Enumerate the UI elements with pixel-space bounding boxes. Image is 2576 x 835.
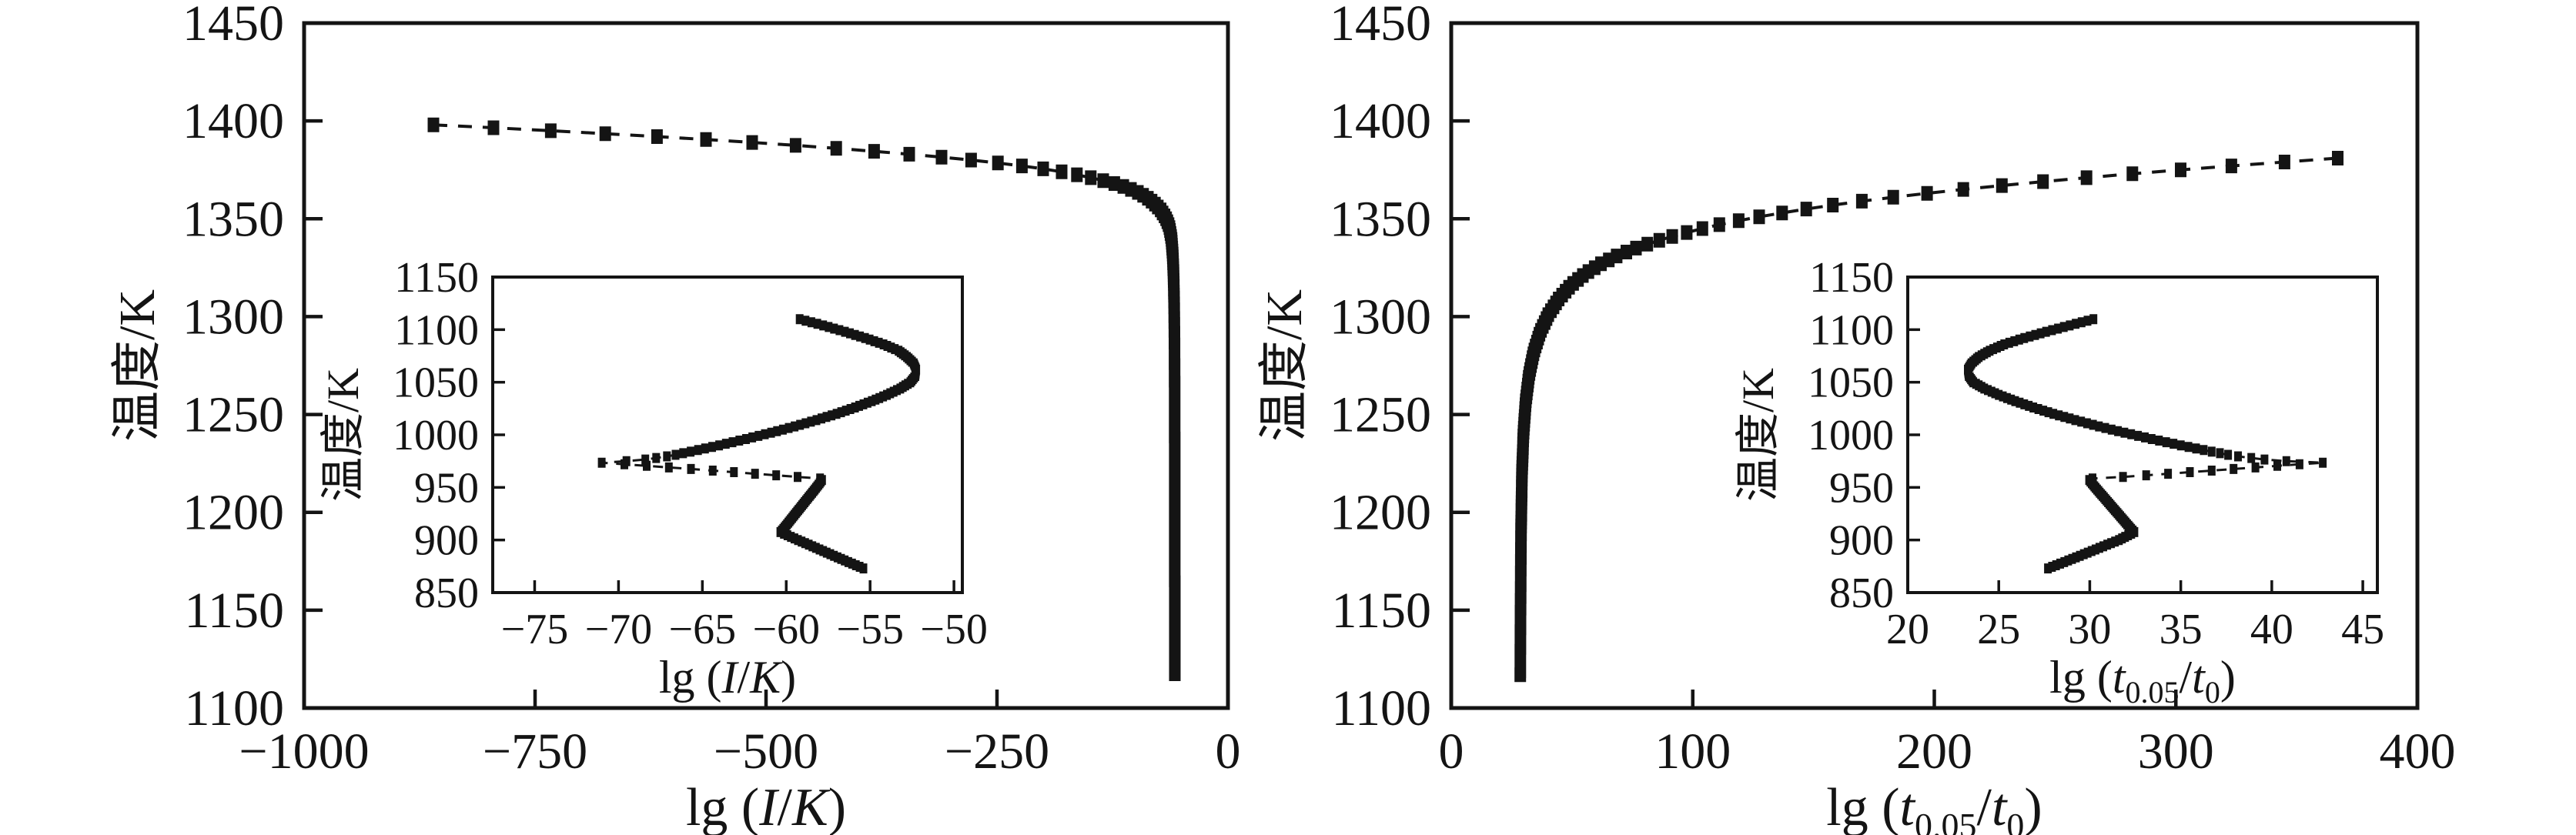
left-inset-y-tick-label: 900 — [414, 517, 479, 565]
right-chart-y-tick-label: 1300 — [1330, 289, 1431, 345]
left-inset-x-tick-label: −60 — [752, 606, 820, 653]
left-chart-y-tick-label: 1150 — [184, 583, 284, 639]
right-inset-y-tick-label: 850 — [1829, 569, 1894, 617]
left-inset-x-tick-label: −50 — [920, 606, 988, 653]
right-inset-x-tick-label: 40 — [2250, 606, 2293, 653]
right-inset-y-axis-label: 温度/K — [1733, 368, 1783, 502]
left-chart-series-markers — [427, 117, 1181, 681]
left-chart-y-tick-label: 1200 — [182, 485, 284, 541]
left-chart-x-tick-label: −1000 — [239, 723, 369, 780]
left-chart-group: −1000 −750 −500 −250 01100115012001250130013… — [109, 0, 1241, 835]
right-inset-y-tick-label: 1150 — [1809, 254, 1894, 302]
left-chart-x-axis-label: lg (I/K) — [686, 778, 846, 835]
left-chart-y-tick-label: 1350 — [182, 191, 284, 247]
right-inset-y-tick-label: 950 — [1829, 464, 1894, 512]
left-chart-x-tick-label: −750 — [483, 723, 587, 780]
right-inset-x-tick-label: 25 — [1977, 606, 2020, 653]
left-chart-y-tick-label: 1450 — [182, 0, 284, 52]
right-chart-y-tick-label: 1100 — [1331, 680, 1431, 736]
right-inset-y-tick-label: 1050 — [1808, 359, 1894, 407]
right-inset-x-axis-label: lg (t0.05/t0) — [2049, 652, 2236, 710]
right-chart-y-tick-label: 1150 — [1331, 583, 1431, 639]
right-chart-x-tick-label: 100 — [1654, 723, 1731, 780]
left-inset-y-tick-label: 1000 — [393, 412, 479, 459]
right-chart-x-tick-label: 400 — [2380, 723, 2456, 780]
right-chart-y-tick-label: 1200 — [1330, 485, 1431, 541]
left-inset-x-tick-label: −70 — [585, 606, 653, 653]
left-chart-x-tick-label: −500 — [714, 723, 818, 780]
left-chart-y-tick-label: 1400 — [182, 93, 284, 149]
left-chart-x-tick-label: 0 — [1216, 723, 1241, 780]
right-chart-x-tick-label: 300 — [2138, 723, 2214, 780]
left-inset-plot-frame — [491, 276, 964, 594]
right-chart-y-tick-label: 1350 — [1330, 191, 1431, 247]
left-inset-y-tick-label: 1150 — [394, 254, 479, 302]
right-inset-x-tick-label: 35 — [2159, 606, 2203, 653]
left-chart-y-tick-label: 1250 — [182, 387, 284, 443]
right-chart-group: 0 100 200 300 400110011501200125013001350140… — [1256, 0, 2456, 835]
right-chart-y-axis-label: 温度/K — [1256, 289, 1313, 442]
left-chart-y-tick-label: 1300 — [182, 289, 284, 345]
left-inset-y-tick-label: 950 — [414, 464, 479, 512]
left-inset-x-tick-label: −65 — [669, 606, 737, 653]
right-inset-y-tick-label: 1100 — [1809, 306, 1894, 354]
right-chart-y-tick-label: 1450 — [1330, 0, 1431, 52]
right-chart-y-tick-label: 1250 — [1330, 387, 1431, 443]
left-inset-y-tick-label: 850 — [414, 569, 479, 617]
right-inset-y-tick-label: 1000 — [1808, 412, 1894, 459]
right-chart-x-tick-label: 0 — [1439, 723, 1464, 780]
left-chart-x-tick-label: −250 — [945, 723, 1049, 780]
right-chart-x-tick-label: 200 — [1896, 723, 1972, 780]
left-chart-y-axis-label: 温度/K — [109, 289, 166, 442]
right-chart-x-axis-label: lg (t0.05/t0) — [1826, 778, 2042, 835]
right-chart-y-tick-label: 1400 — [1330, 93, 1431, 149]
left-inset-x-axis-label: lg (I/K) — [659, 652, 796, 703]
left-inset-y-axis-label: 温度/K — [318, 368, 368, 502]
right-inset-x-tick-label: 30 — [2068, 606, 2111, 653]
left-inset-x-tick-label: −75 — [501, 606, 569, 653]
left-inset-x-tick-label: −55 — [836, 606, 904, 653]
left-inset-y-tick-label: 1050 — [393, 359, 479, 407]
left-inset-y-tick-label: 1100 — [394, 306, 479, 354]
right-inset-y-tick-label: 900 — [1829, 517, 1894, 565]
right-inset-x-tick-label: 20 — [1886, 606, 1929, 653]
right-inset-x-tick-label: 45 — [2341, 606, 2384, 653]
left-chart-y-tick-label: 1100 — [184, 680, 284, 736]
